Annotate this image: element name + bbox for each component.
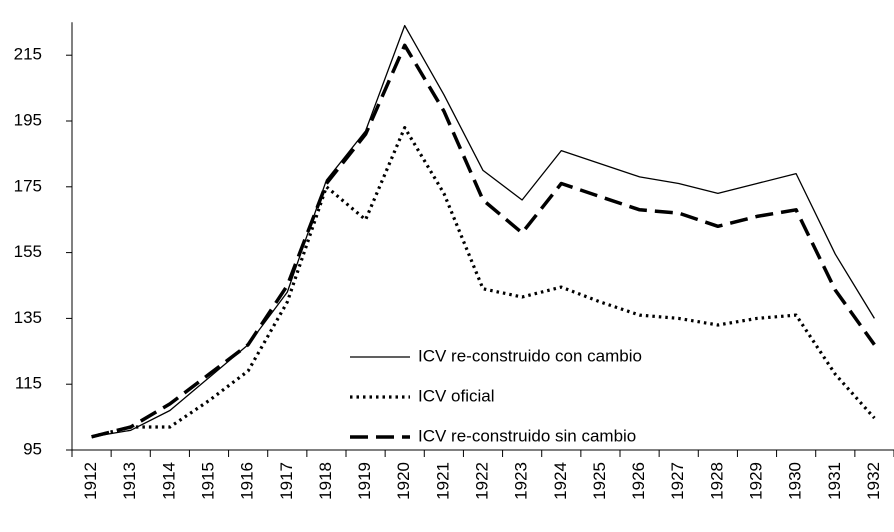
x-tick-label: 1925 bbox=[590, 462, 609, 500]
x-tick-label: 1912 bbox=[81, 462, 100, 500]
x-tick-label: 1929 bbox=[746, 462, 765, 500]
x-tick-label: 1920 bbox=[394, 462, 413, 500]
line-series bbox=[91, 24, 875, 438]
y-tick-label: 215 bbox=[14, 45, 42, 64]
x-tick-label: 1913 bbox=[120, 462, 139, 500]
x-tick-label: 1916 bbox=[238, 462, 257, 500]
y-tick-label: 115 bbox=[15, 374, 42, 393]
x-tick-label: 1926 bbox=[629, 462, 648, 500]
legend-label: ICV re-construido con cambio bbox=[418, 346, 642, 365]
x-tick-label: 1915 bbox=[198, 462, 217, 500]
x-tick-label: 1927 bbox=[668, 462, 687, 500]
line-series bbox=[91, 43, 876, 439]
x-tick-label: 1928 bbox=[707, 462, 726, 500]
x-tick-label: 1918 bbox=[316, 462, 335, 500]
x-tick-label: 1931 bbox=[825, 462, 844, 500]
x-tick-label: 1923 bbox=[512, 462, 531, 500]
line-series bbox=[91, 126, 876, 439]
y-tick-label: 95 bbox=[23, 439, 42, 458]
x-tick-label: 1921 bbox=[433, 462, 452, 500]
x-tick-label: 1922 bbox=[472, 462, 491, 500]
y-tick-label: 195 bbox=[14, 110, 42, 129]
x-tick-label: 1914 bbox=[159, 462, 178, 500]
y-tick-label: 135 bbox=[14, 308, 42, 327]
x-tick-label: 1917 bbox=[277, 462, 296, 500]
x-tick-label: 1930 bbox=[786, 462, 805, 500]
legend-label: ICV oficial bbox=[418, 386, 495, 405]
legend-label: ICV re-construido sin cambio bbox=[418, 426, 636, 445]
y-tick-label: 175 bbox=[14, 176, 42, 195]
x-tick-label: 1932 bbox=[864, 462, 883, 500]
x-tick-label: 1924 bbox=[551, 462, 570, 500]
x-tick-label: 1919 bbox=[355, 462, 374, 500]
y-tick-label: 155 bbox=[14, 242, 42, 261]
